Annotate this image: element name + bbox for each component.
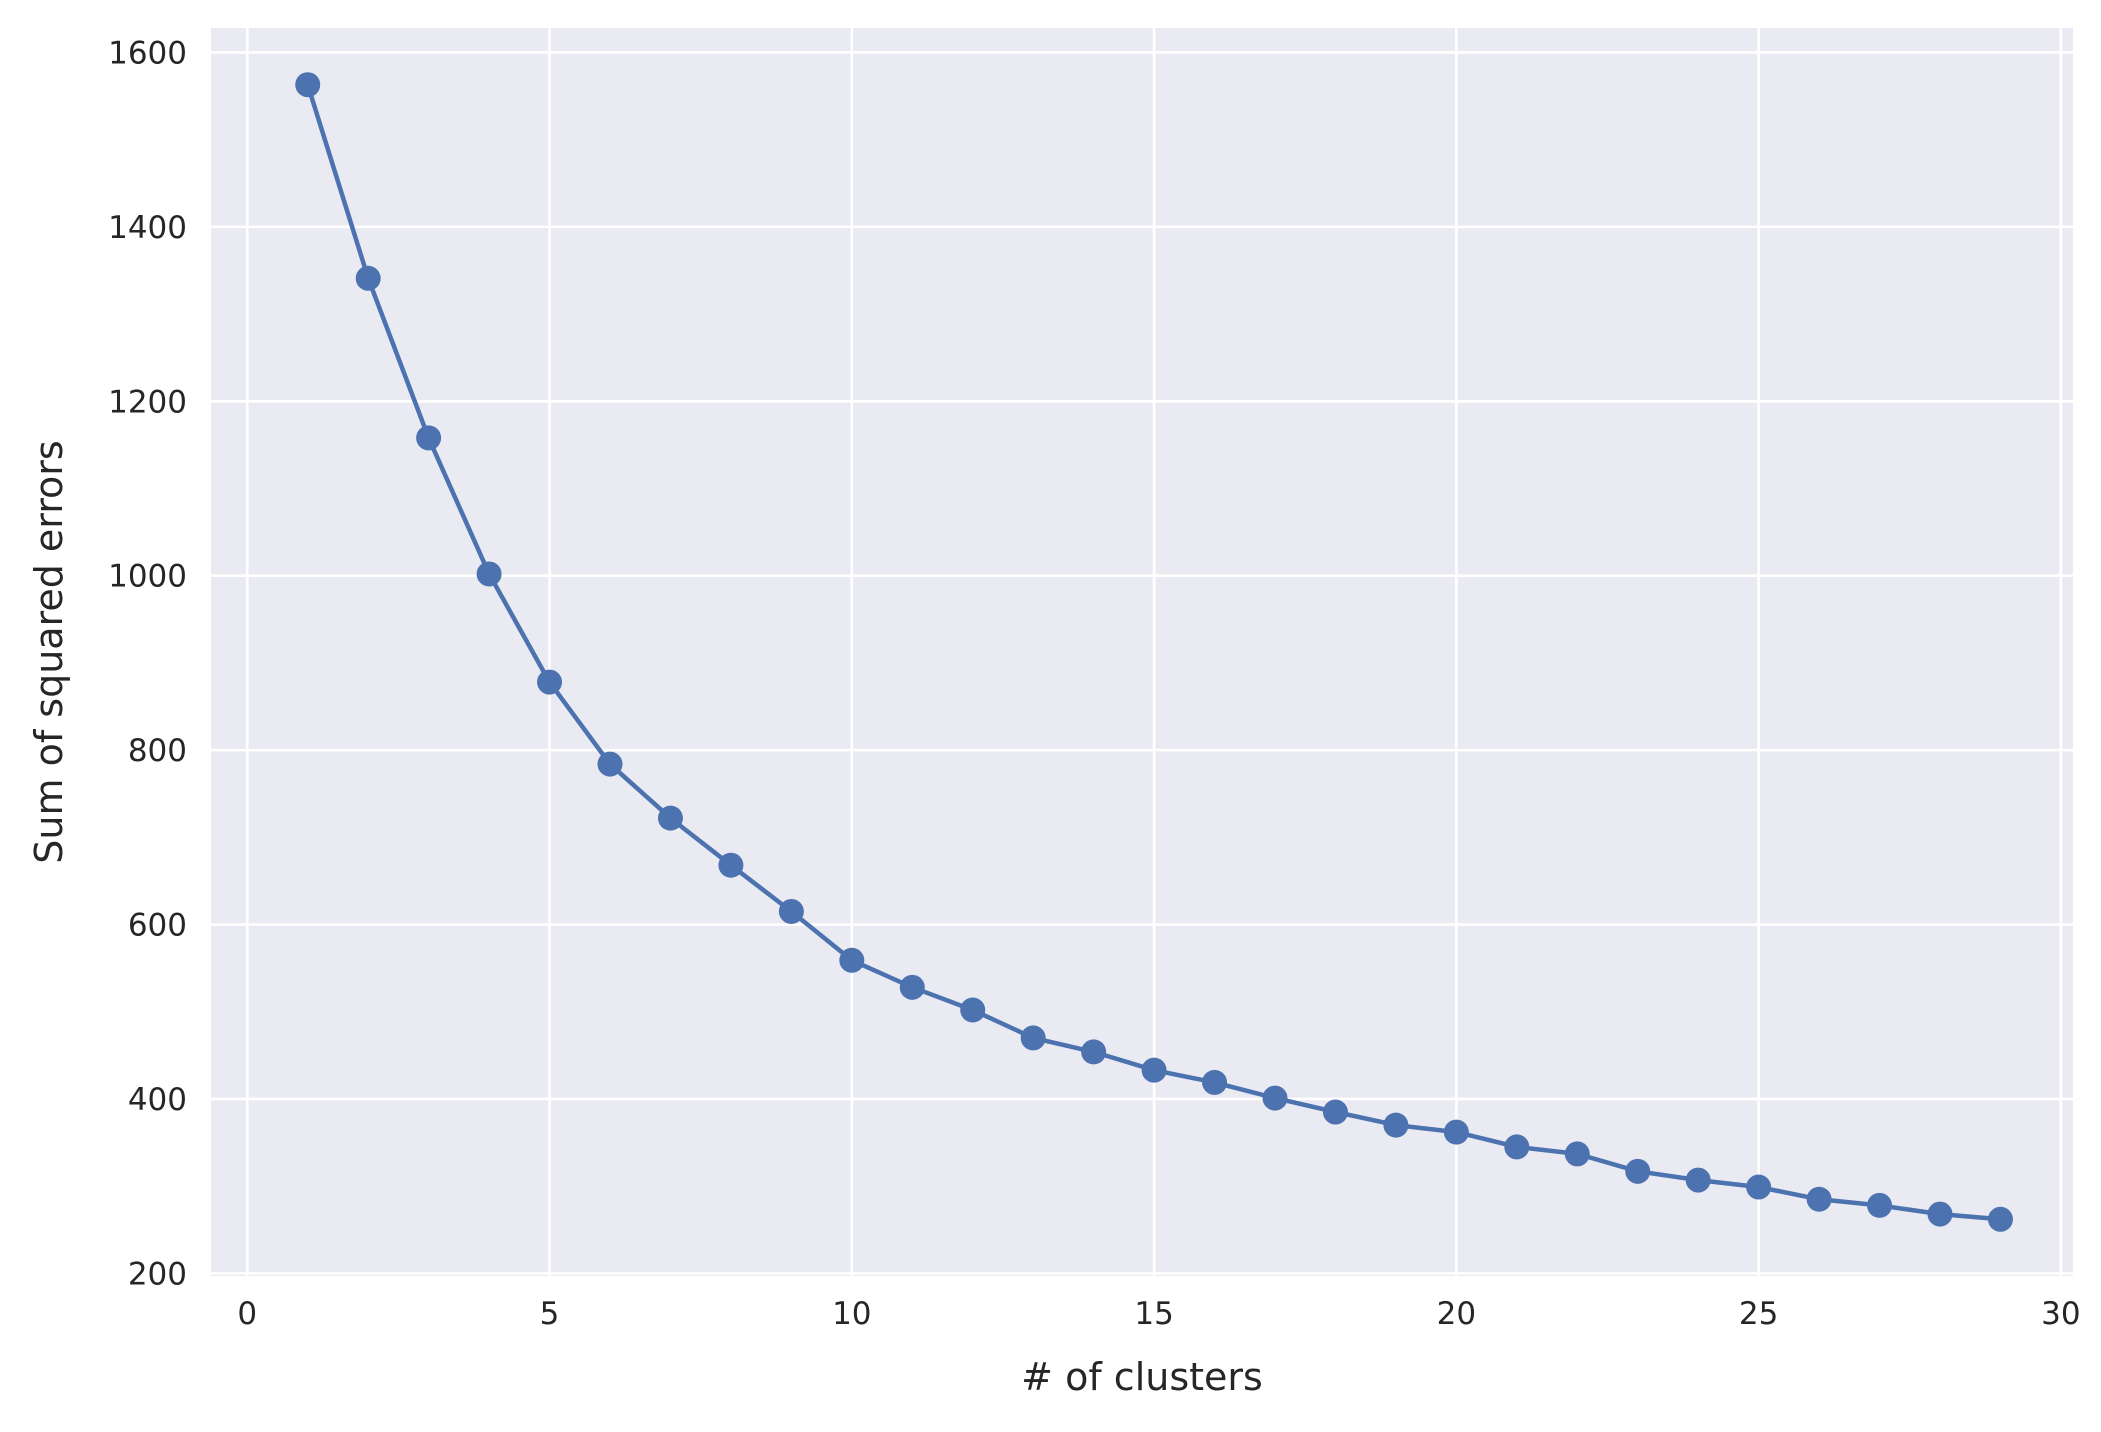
data-point <box>1685 1167 1711 1193</box>
data-point <box>1020 1025 1046 1051</box>
data-point <box>960 997 986 1023</box>
grid-lines <box>211 28 2073 1276</box>
x-tick-label: 10 <box>832 1296 871 1332</box>
y-tick-label: 1400 <box>108 210 187 246</box>
data-point <box>295 72 321 98</box>
data-point <box>657 805 683 831</box>
data-point <box>1867 1192 1893 1218</box>
y-tick-label: 1200 <box>108 384 187 420</box>
y-axis-label: Sum of squared errors <box>27 440 71 863</box>
data-point <box>1806 1186 1832 1212</box>
data-point <box>778 898 804 924</box>
data-point <box>718 852 744 878</box>
y-tick-label: 1000 <box>108 559 187 595</box>
data-point <box>1141 1057 1167 1083</box>
y-tick-label: 1600 <box>108 35 187 71</box>
x-tick-label: 0 <box>237 1296 257 1332</box>
x-tick-label: 25 <box>1739 1296 1778 1332</box>
x-tick-label: 5 <box>540 1296 560 1332</box>
y-tick-label: 400 <box>128 1082 187 1118</box>
data-point <box>1746 1174 1772 1200</box>
data-point <box>1564 1141 1590 1167</box>
data-point <box>597 751 623 777</box>
series-layer <box>295 72 2013 1232</box>
data-point <box>899 974 925 1000</box>
data-point <box>1987 1206 2013 1232</box>
x-tick-label: 20 <box>1437 1296 1476 1332</box>
data-point <box>839 947 865 973</box>
data-point <box>1383 1112 1409 1138</box>
data-point <box>416 425 442 451</box>
plot-background <box>211 28 2073 1276</box>
data-point <box>1927 1201 1953 1227</box>
data-point <box>1322 1099 1348 1125</box>
y-tick-label: 800 <box>128 733 187 769</box>
data-point <box>1081 1039 1107 1065</box>
data-point <box>1262 1085 1288 1111</box>
data-point <box>537 669 563 695</box>
data-point <box>355 265 381 291</box>
x-tick-label: 15 <box>1134 1296 1173 1332</box>
y-tick-label: 600 <box>128 908 187 944</box>
data-point <box>1202 1069 1228 1095</box>
data-point <box>1504 1134 1530 1160</box>
data-point <box>476 561 502 587</box>
x-axis-label: # of clusters <box>1021 1355 1263 1399</box>
data-point <box>1625 1158 1651 1184</box>
x-tick-label: 30 <box>2041 1296 2080 1332</box>
y-tick-labels: 200 400 600 800 1000 1200 1400 1600 <box>108 35 187 1292</box>
data-point <box>1443 1119 1469 1145</box>
y-tick-label: 200 <box>128 1256 187 1292</box>
x-tick-labels: 0 5 10 15 20 25 30 <box>237 1296 2080 1332</box>
